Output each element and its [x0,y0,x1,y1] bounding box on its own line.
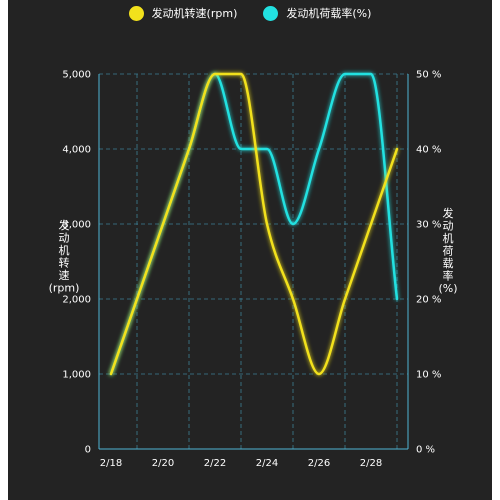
data-point-engine-speed[interactable] [343,297,347,301]
y-right-tick-label: 40 % [416,145,441,156]
x-tick-label: 2/20 [152,458,174,469]
series [109,72,399,376]
data-point-engine-load[interactable] [265,147,269,151]
data-point-engine-speed[interactable] [187,147,191,151]
x-tick-label: 2/24 [256,458,278,469]
data-point-engine-load[interactable] [317,147,321,151]
y-left-tick-label: 1,000 [62,370,91,381]
data-point-engine-speed[interactable] [135,297,139,301]
data-point-engine-load[interactable] [369,72,373,76]
axis-labels: 0 1,000 2,000 3,000 4,000 5,000 0 % 10 % 20 % 30 … [49,70,458,470]
axes [98,74,409,450]
legend: 发动机转速(rpm) 发动机荷载率(%) [0,2,500,24]
series-line-engine-speed[interactable] [109,72,399,376]
data-point-engine-load[interactable] [291,222,295,226]
y-left-tick-label: 0 [85,445,91,456]
data-point-engine-load[interactable] [395,297,399,301]
x-tick-label: 2/28 [360,458,382,469]
data-point-engine-speed[interactable] [395,147,399,151]
y-right-tick-label: 20 % [416,295,441,306]
y-right-tick-label: 0 % [416,445,435,456]
y-right-tick-label: 30 % [416,220,441,231]
data-point-engine-speed[interactable] [239,72,243,76]
data-point-engine-speed[interactable] [369,222,373,226]
y-axis-title-left: 发动机转速(rpm) [49,218,80,295]
data-point-engine-speed[interactable] [161,222,165,226]
x-tick-label: 2/26 [308,458,330,469]
data-point-engine-speed[interactable] [317,372,321,376]
data-point-engine-speed[interactable] [109,372,113,376]
y-right-tick-label: 10 % [416,370,441,381]
data-point-engine-speed[interactable] [291,297,295,301]
legend-item-engine-load[interactable]: 发动机荷载率(%) [263,5,371,21]
x-tick-label: 2/18 [100,458,122,469]
legend-label-engine-load: 发动机荷载率(%) [286,7,372,20]
y-left-tick-label: 3,000 [62,220,91,231]
y-right-tick-label: 50 % [416,70,441,81]
legend-item-engine-speed[interactable]: 发动机转速(rpm) [128,5,238,21]
legend-marker-engine-speed [128,5,144,21]
data-point-engine-speed[interactable] [265,222,269,226]
data-point-engine-load[interactable] [343,72,347,76]
legend-label-engine-speed: 发动机转速(rpm) [151,7,238,20]
y-left-tick-label: 5,000 [62,70,91,81]
legend-marker-engine-load [263,5,279,21]
y-left-tick-label: 2,000 [62,295,91,306]
y-axis-title-right: 发动机荷载率(%) [438,206,457,295]
chart-background [8,0,492,500]
x-tick-label: 2/22 [204,458,226,469]
data-point-engine-load[interactable] [239,147,243,151]
y-left-tick-label: 4,000 [62,145,91,156]
data-point-engine-speed[interactable] [213,72,217,76]
